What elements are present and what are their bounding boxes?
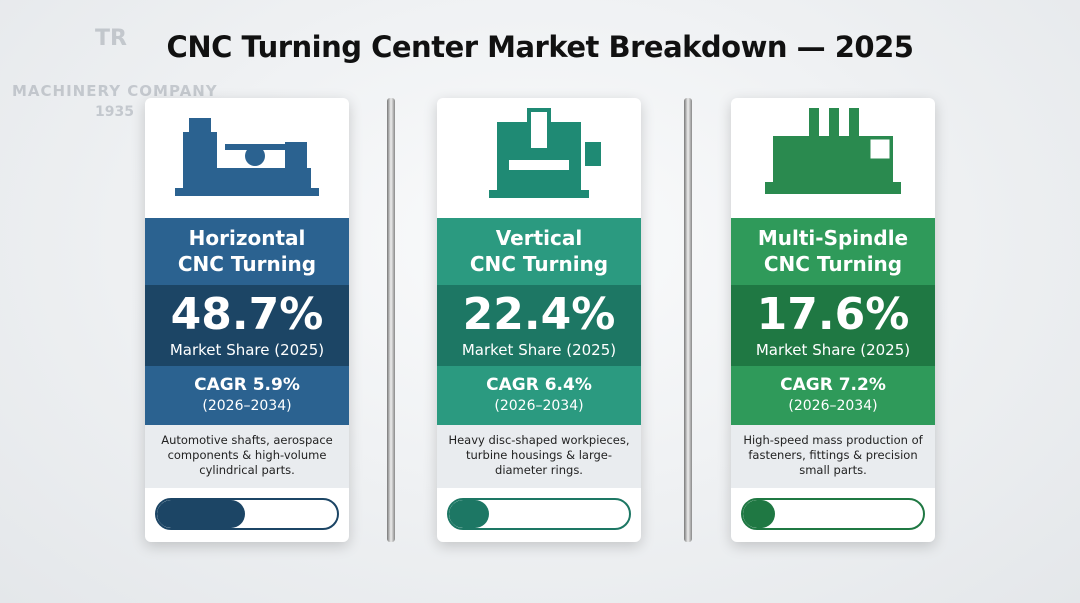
- progress-track: [741, 498, 925, 530]
- card-name-line: CNC Turning: [763, 252, 903, 276]
- share-band: 48.7% Market Share (2025): [145, 285, 349, 366]
- card-name-line: CNC Turning: [177, 252, 317, 276]
- machine-icon: [437, 98, 641, 218]
- divider: [387, 98, 395, 542]
- watermark-company: MACHINERY COMPANY: [12, 82, 218, 100]
- card-name-line: Vertical: [495, 226, 583, 250]
- progress-fill: [449, 500, 490, 528]
- page-title: CNC Turning Center Market Breakdown — 20…: [166, 30, 914, 64]
- icon: [489, 108, 601, 198]
- cagr-period: (2026–2034): [494, 398, 584, 414]
- progress-fill: [743, 500, 775, 528]
- cagr-period: (2026–2034): [788, 398, 878, 414]
- share-band: 22.4% Market Share (2025): [437, 285, 641, 366]
- cagr: CAGR 7.2%: [780, 375, 886, 395]
- share-value: 22.4%: [462, 289, 616, 340]
- card-name: Multi-Spindle CNC Turning: [731, 218, 935, 285]
- description: Automotive shafts, aerospace components …: [145, 425, 349, 488]
- card: Horizontal CNC Turning 48.7% Market Share (…: [145, 98, 349, 542]
- divider: [684, 98, 692, 542]
- watermark-logo: TR: [95, 26, 127, 51]
- card: Vertical CNC Turning 22.4% Market Share (20…: [437, 98, 641, 542]
- cagr-period: (2026–2034): [202, 398, 292, 414]
- cagr-band: CAGR 7.2% (2026–2034): [731, 366, 935, 425]
- share-label: Market Share (2025): [755, 341, 911, 359]
- progress-track: [155, 498, 339, 530]
- card-name-line: CNC Turning: [469, 252, 609, 276]
- progress-track: [447, 498, 631, 530]
- card-name-line: Multi-Spindle: [757, 226, 909, 250]
- share-band: 17.6% Market Share (2025): [731, 285, 935, 366]
- cagr-band: CAGR 5.9% (2026–2034): [145, 366, 349, 425]
- share-label: Market Share (2025): [169, 341, 325, 359]
- watermark-year: 1935: [95, 104, 134, 120]
- share-value: 17.6%: [756, 289, 910, 340]
- share-value: 48.7%: [170, 289, 324, 340]
- machine-icon: [731, 98, 935, 218]
- cagr-band: CAGR 6.4% (2026–2034): [437, 366, 641, 425]
- card: Multi-Spindle CNC Turning 17.6% Market Shar…: [731, 98, 935, 542]
- machine-icon: [145, 98, 349, 218]
- card-name-line: Horizontal: [188, 226, 306, 250]
- description: High-speed mass production of fasteners,…: [731, 425, 935, 488]
- icon: [765, 108, 901, 194]
- cagr: CAGR 6.4%: [486, 375, 592, 395]
- progress-fill: [157, 500, 245, 528]
- description: Heavy disc-shaped workpieces, turbine ho…: [437, 425, 641, 488]
- cagr: CAGR 5.9%: [194, 375, 300, 395]
- card-name: Horizontal CNC Turning: [145, 218, 349, 285]
- share-label: Market Share (2025): [461, 341, 617, 359]
- card-name: Vertical CNC Turning: [437, 218, 641, 285]
- icon: [175, 118, 319, 196]
